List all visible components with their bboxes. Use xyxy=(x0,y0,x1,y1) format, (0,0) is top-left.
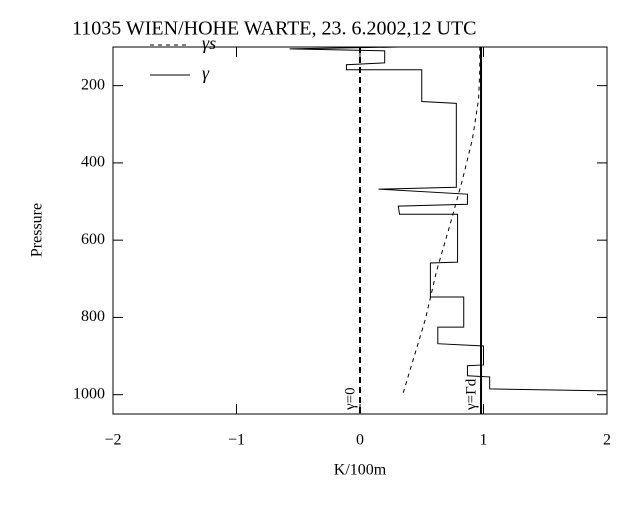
chart-title: 11035 WIEN/HOHE WARTE, 23. 6.2002,12 UTC xyxy=(72,18,477,40)
x-tick-label: −2 xyxy=(104,432,121,449)
x-tick-label: 1 xyxy=(480,432,488,449)
reference-label: γ=0 xyxy=(342,387,358,411)
y-tick-label: 800 xyxy=(81,308,105,325)
y-tick-label: 200 xyxy=(81,76,105,93)
reference-label: γ=Γd xyxy=(463,378,479,411)
x-tick-label: 2 xyxy=(603,432,611,449)
legend-label: γs xyxy=(202,33,216,53)
y-axis-label: Pressure xyxy=(29,203,46,257)
x-axis-label: K/100m xyxy=(334,462,387,479)
y-tick-label: 600 xyxy=(81,231,105,248)
profile-line xyxy=(289,46,608,392)
x-tick-label: −1 xyxy=(228,432,245,449)
y-tick-label: 1000 xyxy=(73,385,105,402)
profile-line xyxy=(402,47,481,393)
x-tick-label: 0 xyxy=(356,432,364,449)
legend-label: γ xyxy=(202,63,210,83)
y-tick-label: 400 xyxy=(81,154,105,171)
